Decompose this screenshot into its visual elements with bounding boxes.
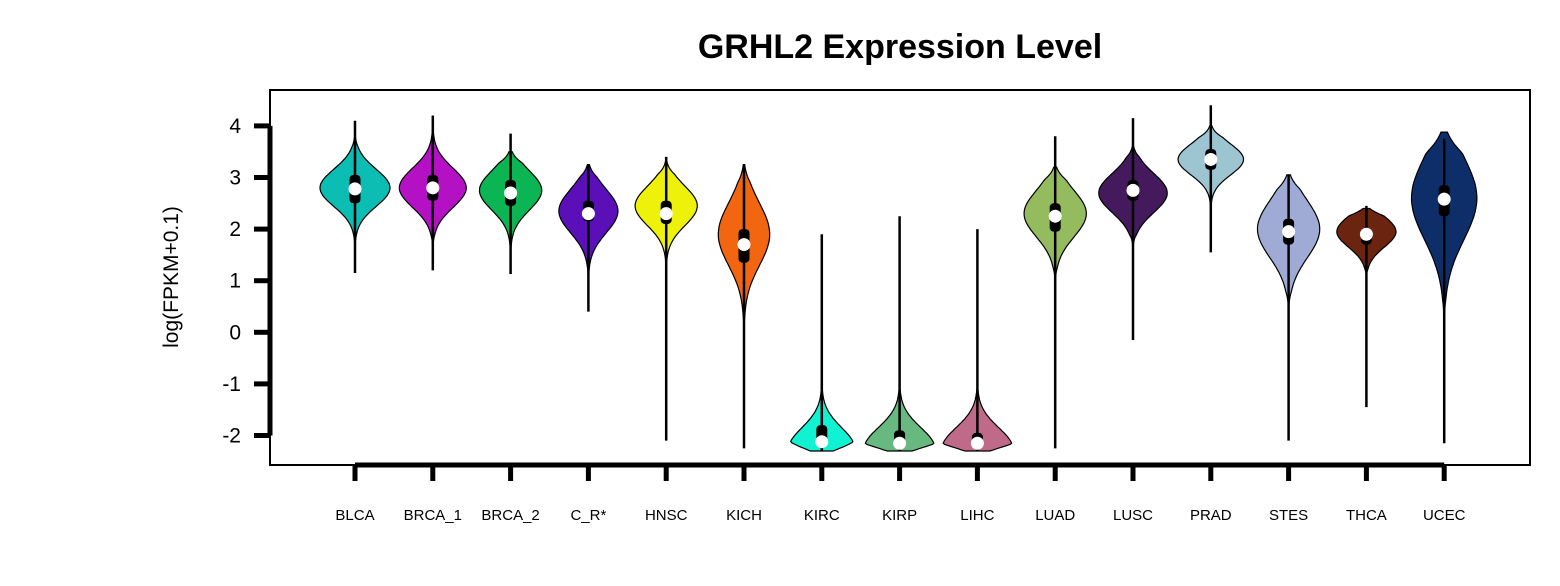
y-tick-label: 3	[229, 167, 241, 190]
median-point	[737, 238, 751, 252]
y-tick-label: -1	[222, 373, 241, 396]
y-tick-label: 4	[229, 115, 241, 138]
median-point	[1204, 152, 1218, 166]
violin-THCA	[1336, 205, 1397, 408]
x-tick-label: KICH	[726, 507, 762, 524]
violin-KIRC	[790, 234, 854, 452]
violin-BLCA	[319, 120, 391, 273]
median-point	[659, 207, 673, 221]
y-axis: -2 -1 0 1 2 3 4	[222, 115, 273, 448]
violin-LUAD	[1023, 136, 1087, 449]
violin-HNSC	[634, 156, 698, 441]
y-tick-label: 1	[229, 270, 241, 293]
y-axis-label: log(FPKM+0.1)	[160, 206, 183, 348]
y-tick-label: 2	[229, 218, 241, 241]
violin-UCEC	[1410, 131, 1478, 444]
median-point	[1126, 183, 1140, 197]
median-point	[504, 186, 518, 200]
x-axis: BLCA BRCA_1 BRCA_2 C_R* HNSC KICH KIRC KIRP LIHC…	[335, 462, 1466, 524]
median-point	[1282, 225, 1296, 239]
violin-STES	[1256, 174, 1321, 441]
x-tick-label: BRCA_2	[481, 507, 539, 524]
x-tick-label: LUAD	[1035, 507, 1075, 524]
median-point	[1359, 227, 1373, 241]
x-tick-label: KIRP	[882, 507, 917, 524]
violins	[319, 105, 1478, 452]
violin-C_R*	[558, 164, 619, 312]
violin-KIRP	[864, 216, 935, 452]
median-point	[348, 182, 362, 196]
y-tick-label: 0	[229, 321, 241, 344]
median-point	[1048, 209, 1062, 223]
x-tick-label: HNSC	[645, 507, 688, 524]
median-point	[970, 436, 984, 450]
median-point	[893, 436, 907, 450]
violin-LUSC	[1098, 118, 1168, 341]
median-point	[815, 435, 829, 449]
x-tick-label: KIRC	[804, 507, 840, 524]
x-tick-label: THCA	[1346, 507, 1387, 524]
x-tick-label: STES	[1269, 507, 1308, 524]
chart-title: GRHL2 Expression Level	[698, 28, 1102, 66]
x-tick-label: BLCA	[335, 507, 374, 524]
violin-PRAD	[1177, 105, 1245, 253]
x-tick-label: LIHC	[960, 507, 994, 524]
violin-BRCA_1	[398, 115, 467, 271]
x-tick-label: LUSC	[1113, 507, 1153, 524]
violin-BRCA_2	[478, 133, 543, 274]
violin-LIHC	[942, 229, 1013, 452]
y-tick-label: -2	[222, 425, 241, 448]
x-tick-label: BRCA_1	[404, 507, 462, 524]
x-tick-label: C_R*	[570, 507, 606, 524]
x-tick-label: UCEC	[1423, 507, 1466, 524]
median-point	[1437, 192, 1451, 206]
violin-KICH	[717, 164, 771, 449]
median-point	[581, 207, 595, 221]
median-point	[426, 181, 440, 195]
x-tick-label: PRAD	[1190, 507, 1232, 524]
